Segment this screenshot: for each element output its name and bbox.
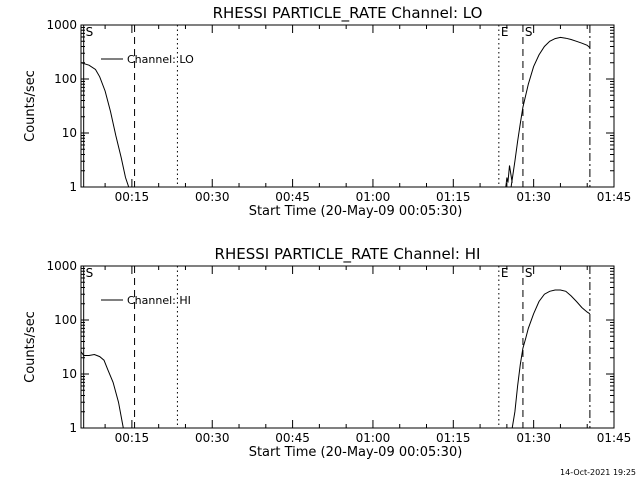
x-tick-label: 00:15 bbox=[115, 431, 150, 445]
y-tick-label: 100 bbox=[54, 313, 77, 327]
y-tick-label: 100 bbox=[54, 72, 77, 86]
chart-title: RHESSI PARTICLE_RATE Channel: LO bbox=[213, 4, 483, 23]
x-tick-label: 00:30 bbox=[195, 190, 230, 204]
x-tick-label: 01:30 bbox=[516, 431, 551, 445]
data-line-segment bbox=[80, 62, 130, 188]
x-tick-label: 01:00 bbox=[356, 431, 391, 445]
y-tick-label: 10 bbox=[62, 367, 77, 381]
x-axis-label: Start Time (20-May-09 00:05:30) bbox=[249, 204, 463, 219]
plot-frame bbox=[80, 24, 615, 188]
x-tick-label: 01:45 bbox=[597, 431, 632, 445]
event-marker-label: S bbox=[86, 266, 94, 280]
chart-panel-2: RHESSI PARTICLE_RATE Channel: HI 00:15 00:… bbox=[23, 245, 631, 460]
x-tick-label: 01:00 bbox=[356, 190, 391, 204]
chart-panel-1: RHESSI PARTICLE_RATE Channel: LO 00:15 00:… bbox=[23, 4, 631, 219]
x-axis-label: Start Time (20-May-09 00:05:30) bbox=[249, 445, 463, 460]
event-marker-label: S bbox=[525, 266, 533, 280]
x-tick-label: 00:45 bbox=[275, 190, 310, 204]
y-tick-label: 1000 bbox=[46, 18, 77, 32]
x-tick-label: 00:45 bbox=[275, 431, 310, 445]
legend-label: Channel: HI bbox=[127, 294, 191, 307]
y-tick-label: 1 bbox=[69, 180, 77, 194]
legend-label: Channel: LO bbox=[127, 53, 194, 66]
event-marker-label: S bbox=[525, 25, 533, 39]
y-axis-label: Counts/sec bbox=[23, 311, 38, 383]
event-marker-label: S bbox=[86, 25, 94, 39]
data-line-segment bbox=[80, 351, 124, 429]
y-tick-label: 10 bbox=[62, 126, 77, 140]
data-line-segment bbox=[511, 289, 591, 429]
chart-title: RHESSI PARTICLE_RATE Channel: HI bbox=[215, 245, 481, 264]
plot-frame bbox=[80, 265, 615, 429]
event-marker-label: E bbox=[501, 25, 509, 39]
x-tick-label: 01:15 bbox=[436, 190, 471, 204]
x-tick-label: 01:30 bbox=[516, 190, 551, 204]
data-line-segment bbox=[510, 36, 591, 188]
event-marker-label: E bbox=[501, 266, 509, 280]
y-axis-label: Counts/sec bbox=[23, 70, 38, 142]
footer-timestamp: 14-Oct-2021 19:25 bbox=[560, 468, 636, 477]
y-tick-label: 1000 bbox=[46, 259, 77, 273]
x-tick-label: 01:15 bbox=[436, 431, 471, 445]
x-tick-label: 01:45 bbox=[597, 190, 632, 204]
data-line-segment bbox=[505, 165, 513, 188]
y-tick-label: 1 bbox=[69, 421, 77, 435]
x-tick-label: 00:15 bbox=[115, 190, 150, 204]
x-tick-label: 00:30 bbox=[195, 431, 230, 445]
